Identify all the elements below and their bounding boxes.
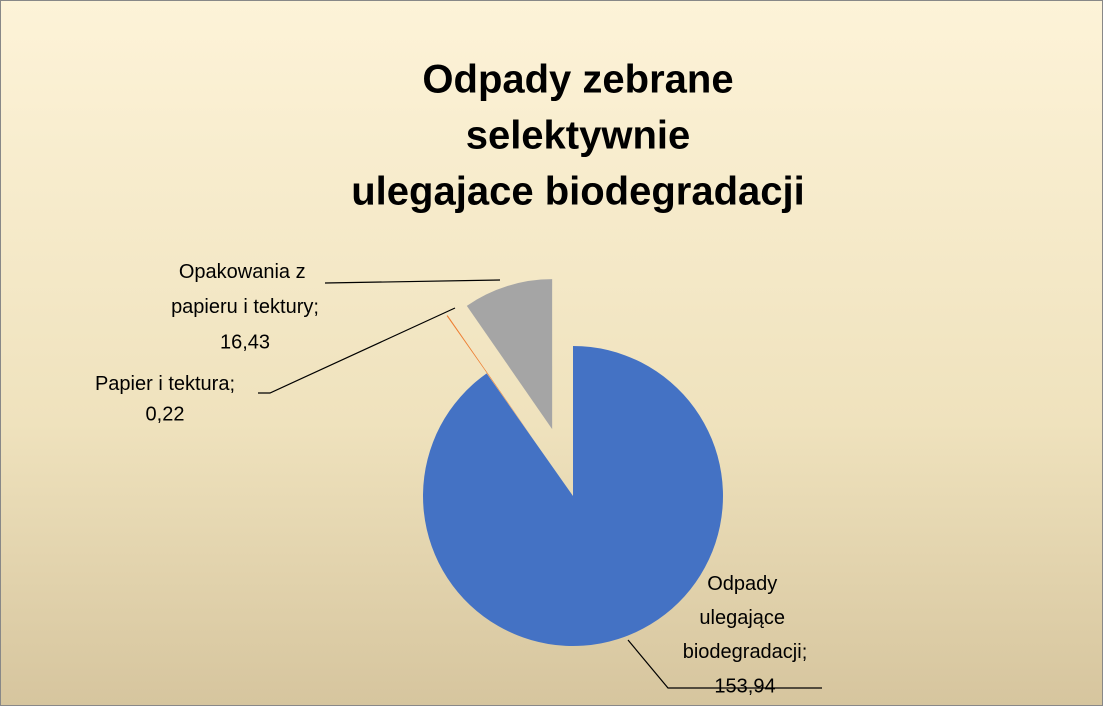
data-label-name: Odpady ulegające biodegradacji xyxy=(683,573,802,663)
pie-slice xyxy=(466,279,553,430)
chart-title: selektywnie xyxy=(466,114,691,158)
pie-slice xyxy=(446,315,533,439)
data-label: 153,94 xyxy=(714,675,775,697)
data-label-name: Opakowania z papieru i tektury xyxy=(171,261,313,318)
data-label-name: Papier i tektura xyxy=(95,373,230,395)
pie-slice xyxy=(422,346,723,646)
data-label-separator: ; xyxy=(229,373,235,395)
leader-line xyxy=(324,279,501,284)
data-label: 16,43 xyxy=(220,331,270,353)
leader-line xyxy=(627,639,822,689)
data-label: 0,22 xyxy=(146,403,185,425)
data-label-separator: ; xyxy=(313,296,319,318)
data-label-separator: ; xyxy=(802,641,808,663)
chart-title: ulegajace biodegradacji xyxy=(351,170,805,214)
chart-title: Odpady zebrane xyxy=(422,58,733,102)
leader-line xyxy=(258,307,456,394)
